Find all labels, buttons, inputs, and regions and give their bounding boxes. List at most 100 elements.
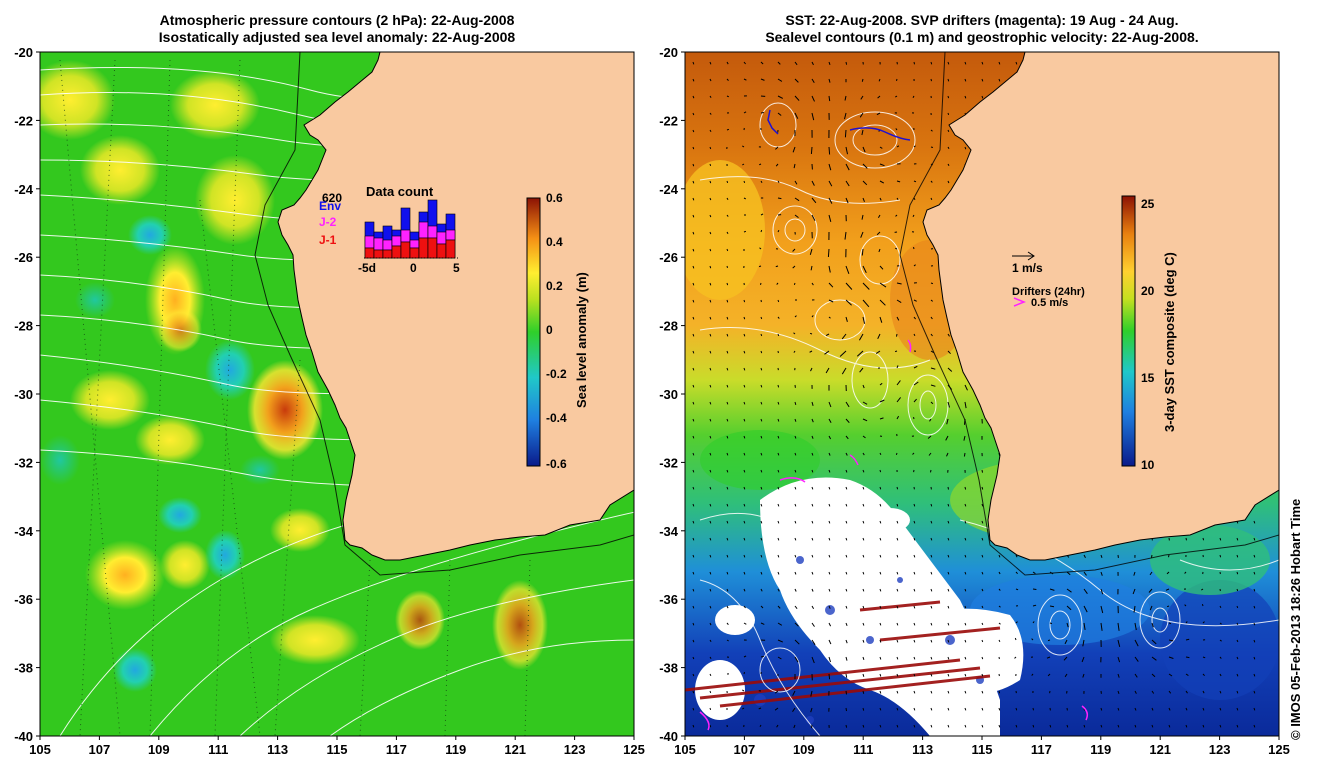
velocity-arrow	[828, 673, 831, 680]
velocity-arrow	[692, 163, 695, 167]
velocity-arrow	[1047, 673, 1051, 677]
velocity-arrow	[862, 282, 870, 290]
velocity-arrow	[1133, 571, 1136, 576]
velocity-arrow	[743, 537, 746, 541]
velocity-arrow	[794, 520, 797, 524]
velocity-arrow	[876, 231, 881, 236]
velocity-arrow	[862, 163, 868, 169]
velocity-arrow	[981, 571, 984, 575]
velocity-arrow	[879, 299, 886, 306]
velocity-arrow	[896, 316, 900, 321]
velocity-arrow	[947, 95, 950, 99]
velocity-arrow	[692, 605, 695, 609]
velocity-arrow	[811, 315, 814, 318]
velocity-arrow	[743, 671, 745, 675]
velocity-arrow	[760, 605, 764, 609]
velocity-arrow	[896, 520, 899, 524]
velocity-arrow	[709, 588, 712, 592]
velocity-arrow	[1253, 588, 1256, 592]
velocity-arrow	[862, 401, 868, 405]
velocity-arrow	[1081, 656, 1085, 663]
velocity-arrow	[709, 537, 712, 541]
velocity-arrow	[1049, 724, 1052, 728]
velocity-arrow	[1032, 707, 1034, 711]
velocity-arrow	[913, 520, 916, 524]
velocity-arrow	[1201, 603, 1204, 607]
velocity-arrow	[743, 350, 746, 354]
velocity-arrow	[1082, 673, 1085, 678]
velocity-arrow	[947, 605, 950, 609]
velocity-arrow	[709, 554, 712, 558]
velocity-arrow	[810, 146, 813, 155]
velocity-arrow	[827, 248, 830, 258]
velocity-arrow	[709, 367, 712, 371]
velocity-arrow	[709, 112, 712, 115]
velocity-arrow	[930, 401, 934, 405]
velocity-arrow	[1100, 724, 1103, 728]
velocity-arrow	[912, 95, 915, 99]
velocity-arrow	[726, 418, 729, 422]
velocity-arrow	[828, 520, 831, 524]
velocity-arrow	[760, 554, 763, 558]
velocity-arrow	[1165, 588, 1170, 591]
velocity-arrow	[862, 724, 865, 728]
velocity-arrow	[930, 367, 936, 370]
velocity-arrow	[862, 146, 866, 153]
velocity-arrow	[862, 571, 865, 575]
velocity-arrow	[998, 61, 1001, 65]
velocity-arrow	[811, 486, 814, 490]
lon-tick-label: 115	[327, 742, 348, 757]
velocity-arrow	[777, 571, 780, 575]
right-title-line2: Sealevel contours (0.1 m) and geostrophi…	[765, 29, 1199, 45]
velocity-arrow	[896, 605, 899, 609]
velocity-arrow	[760, 469, 763, 473]
velocity-arrow	[879, 316, 883, 323]
lon-tick-label: 105	[29, 742, 51, 757]
velocity-arrow	[709, 265, 712, 269]
velocity-arrow	[879, 724, 882, 728]
velocity-arrow	[964, 656, 967, 660]
velocity-arrow	[726, 503, 729, 507]
velocity-arrow	[726, 605, 729, 609]
sst-tick-4: 10	[1141, 458, 1155, 472]
sst-colorbar: 25 20 15 10 3-day SST composite (deg C)	[1121, 195, 1177, 472]
velocity-arrow	[876, 112, 881, 116]
velocity-arrow	[726, 248, 729, 252]
velocity-arrow	[913, 246, 915, 250]
velocity-arrow	[895, 128, 898, 131]
velocity-arrow	[964, 95, 967, 99]
velocity-arrow	[777, 316, 780, 319]
velocity-arrow	[1168, 554, 1170, 558]
velocity-arrow	[1253, 690, 1256, 694]
velocity-arrow	[913, 622, 916, 626]
velocity-arrow	[930, 146, 934, 148]
velocity-arrow	[930, 639, 933, 643]
velocity-arrow	[998, 588, 1001, 591]
velocity-arrow	[981, 78, 984, 82]
velocity-arrow	[862, 537, 865, 541]
velocity-arrow	[760, 367, 763, 371]
velocity-arrow	[879, 639, 882, 643]
velocity-arrow	[1253, 724, 1256, 728]
lat-tick-label: -20	[14, 45, 33, 60]
velocity-arrow	[947, 690, 950, 694]
velocity-arrow	[1202, 656, 1206, 659]
velocity-arrow	[896, 486, 899, 490]
velocity-arrow	[760, 401, 763, 405]
velocity-arrow	[709, 146, 712, 150]
velocity-arrow	[775, 163, 779, 167]
velocity-arrow	[860, 95, 864, 100]
velocity-arrow	[964, 571, 967, 575]
velocity-arrow	[709, 503, 712, 507]
velocity-arrow	[896, 690, 899, 694]
velocity-arrow	[743, 554, 746, 558]
velocity-arrow	[896, 333, 898, 337]
velocity-arrow	[828, 588, 831, 592]
velocity-arrow	[862, 503, 865, 507]
velocity-arrow	[1064, 673, 1068, 678]
velocity-arrow	[981, 639, 984, 643]
velocity-arrow	[777, 401, 780, 405]
velocity-arrow	[811, 435, 814, 439]
velocity-arrow	[709, 282, 712, 286]
velocity-arrow	[844, 129, 847, 138]
